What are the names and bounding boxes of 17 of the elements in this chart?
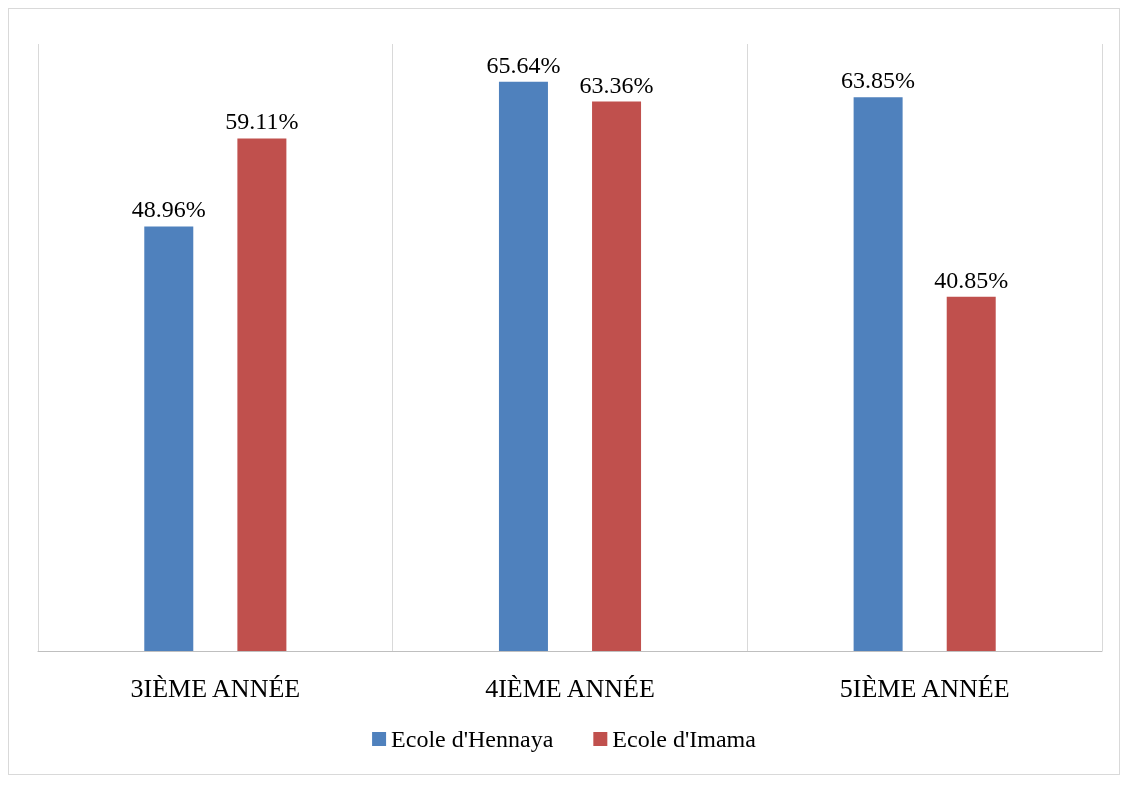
data-label: 63.36% [579,71,654,98]
bar [498,81,548,651]
bar [853,97,903,651]
bar [592,101,642,651]
legend-label: Ecole d'Imama [612,726,757,752]
data-label: 48.96% [131,196,206,223]
bar [237,138,287,651]
bar [946,296,996,651]
data-label: 40.85% [934,266,1009,293]
x-tick-label: 4IÈME ANNÉE [485,673,655,703]
bar [144,226,194,651]
legend-label: Ecole d'Hennaya [391,726,554,752]
x-tick-label: 5IÈME ANNÉE [839,673,1010,703]
data-label: 65.64% [486,51,561,78]
data-label: 59.11% [225,108,299,135]
x-tick-label: 3IÈME ANNÉE [130,673,301,703]
data-label: 63.85% [841,67,916,94]
